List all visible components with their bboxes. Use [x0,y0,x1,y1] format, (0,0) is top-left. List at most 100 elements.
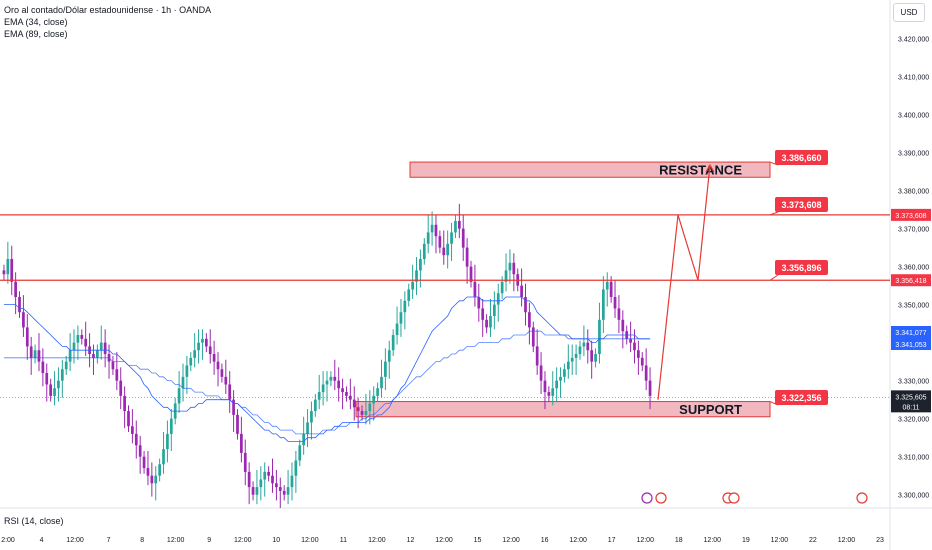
price-zones: RESISTANCE SUPPORT [355,161,771,418]
x-tick-label: 12:00 [569,537,587,544]
candle-body [142,456,146,469]
price-axis[interactable]: 3.420,000 3.410,000 3.400,000 3.390,000 3.38… [891,37,931,500]
candle-body [60,369,64,381]
candle-body [177,388,181,404]
candle-body [563,369,566,377]
candle-body [189,357,193,366]
candle-body [76,335,80,343]
candle-body [407,289,411,301]
level-value-text: 3.356,896 [781,263,821,273]
candle-body [216,361,220,370]
x-tick-label: 2:00 [1,537,15,544]
candle-body [263,471,267,480]
ema-89-line [3,330,651,435]
ema-34-label[interactable]: EMA (34, close) [4,17,68,27]
candle-body [275,483,278,488]
middle-line-axis-text: 3.356,418 [895,278,926,285]
ema-price-tag [891,326,931,338]
candle-body [508,262,512,271]
candle-body [551,388,555,396]
candle-body [204,338,208,347]
candle-body [341,388,344,393]
candle-body [434,224,438,237]
candle-body [345,392,348,396]
ema-price-text: 3.341,077 [895,330,926,337]
candle-body [524,297,527,313]
candle-body [294,460,298,476]
candle-body [430,224,434,233]
upper-line-axis-tag [891,208,931,221]
candle-body [80,335,84,339]
candle-body [411,281,414,290]
symbol-title[interactable]: Oro al contado/Dólar estadounidense · 1h… [4,5,212,15]
candle-body [621,319,625,332]
level-value-text: 3.373,608 [781,200,821,210]
candle-body [609,281,613,298]
us-flag-icon [655,492,667,504]
event-icons[interactable] [641,492,868,504]
candle-body [640,357,644,366]
candle-body [185,365,189,377]
candle-body [321,384,325,393]
candle-body [360,411,364,415]
candle-body [578,346,582,355]
y-tick-label: 3.380,000 [898,189,929,196]
candle-body [310,411,313,423]
candle-body [220,369,224,377]
candle-body [10,259,14,282]
x-tick-label: 17 [608,537,616,544]
candle-body [457,220,461,229]
candle-body [380,376,383,389]
candle-body [543,380,547,393]
candle-body [325,380,329,385]
x-tick-label: 7 [107,537,111,544]
candle-body [150,475,154,484]
ema-89-label[interactable]: EMA (89, close) [4,29,68,39]
level-connector [769,211,779,216]
candle-body [601,289,605,320]
candle-body [539,365,543,381]
level-value-box [775,197,828,212]
candle-body [574,354,578,358]
x-tick-label: 16 [541,537,549,544]
candle-body [399,312,403,324]
candle-body [115,369,119,381]
candle-body [481,308,485,320]
y-tick-label: 3.360,000 [898,265,929,272]
level-value-text: 3.386,660 [781,153,821,163]
x-tick-label: 9 [207,537,211,544]
x-tick-label: 8 [140,537,144,544]
time-axis[interactable]: 2:00 4 12:00 7 8 12:00 9 12:00 10 12:00 11 12:00 12 1… [1,537,884,544]
candle-body [372,395,376,404]
x-tick-label: 10 [272,537,280,544]
y-tick-label: 3.410,000 [898,75,929,82]
candle-body [493,304,496,317]
candle-body [586,342,590,351]
candle-body [368,403,372,412]
candle-body [119,380,123,396]
candle-body [33,350,37,358]
candle-body [403,300,407,313]
candle-body [582,342,586,347]
currency-button[interactable]: USD [893,3,925,22]
candle-body [520,285,523,298]
candle-body [613,297,617,309]
x-tick-label: 12:00 [435,537,453,544]
x-tick-label: 12:00 [66,537,84,544]
rsi-pane-label[interactable]: RSI (14, close) [4,516,64,526]
candle-body [212,354,216,362]
candle-body [282,490,286,495]
candle-body [590,350,594,362]
candle-body [531,327,535,347]
candle-body [57,380,60,389]
candle-body [267,471,270,476]
candle-body [598,319,601,355]
candle-body [422,243,426,259]
candle-body [473,281,477,298]
x-tick-label: 12:00 [167,537,185,544]
candle-body [446,243,450,256]
candle-body [633,342,636,351]
candle-body [232,399,235,415]
candle-body [469,266,473,282]
